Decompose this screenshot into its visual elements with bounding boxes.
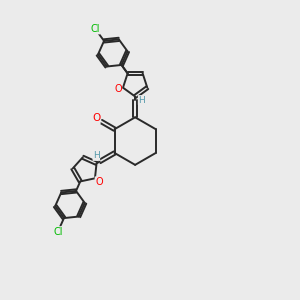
Text: O: O: [114, 84, 122, 94]
Text: H: H: [93, 152, 100, 160]
Text: O: O: [92, 113, 100, 124]
Text: Cl: Cl: [91, 24, 100, 34]
Text: O: O: [95, 177, 103, 187]
Text: H: H: [138, 96, 145, 105]
Text: Cl: Cl: [53, 227, 63, 237]
